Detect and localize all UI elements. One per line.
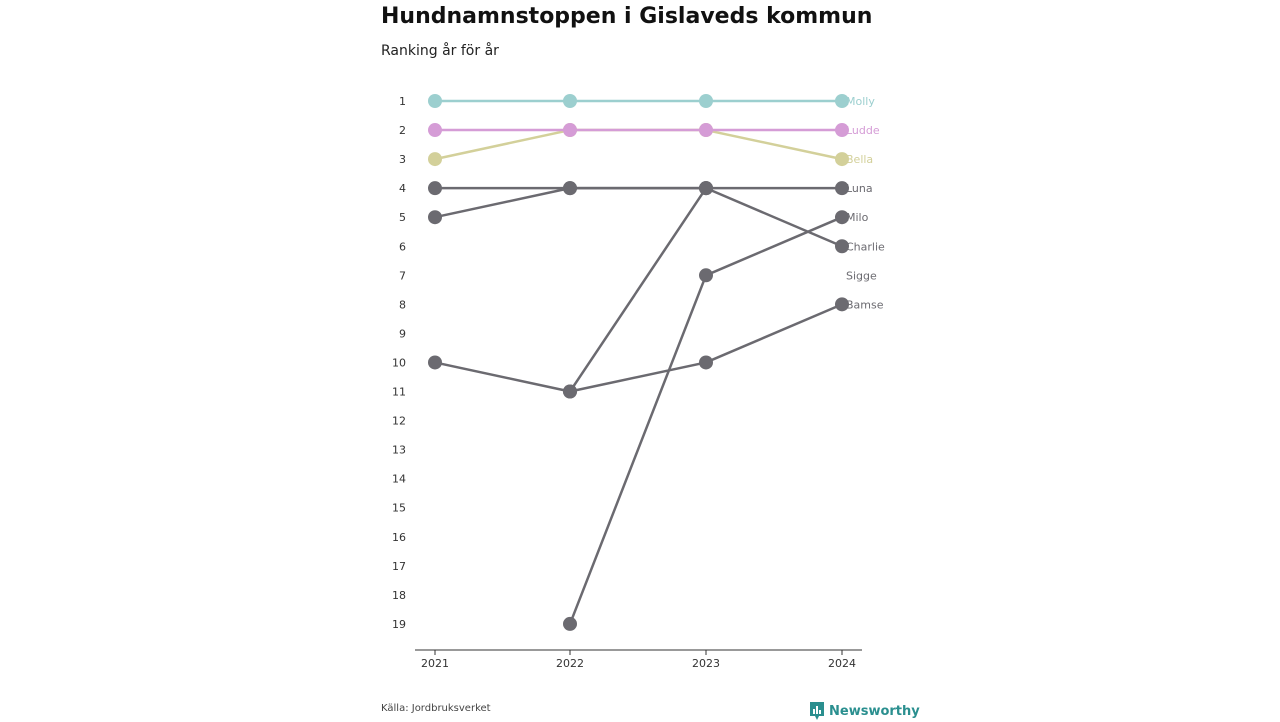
data-point-luna	[835, 181, 849, 196]
y-tick-label: 19	[392, 618, 406, 631]
y-tick-label: 8	[399, 298, 406, 311]
series-points	[428, 94, 849, 631]
y-tick-label: 17	[392, 560, 406, 573]
end-label-charlie: Charlie	[846, 240, 885, 253]
end-label-sigge: Sigge	[846, 269, 877, 282]
data-point-bamse	[563, 384, 577, 399]
data-point-charlie	[428, 210, 442, 225]
y-tick-label: 10	[392, 356, 406, 369]
end-label-molly: Molly	[846, 95, 875, 108]
source-note: Källa: Jordbruksverket	[381, 703, 491, 714]
data-point-molly	[563, 94, 577, 108]
x-tick-label: 2021	[421, 657, 449, 670]
y-tick-label: 5	[399, 211, 406, 224]
series-line-bamse	[569, 303, 843, 393]
data-point-ludde	[563, 123, 577, 138]
y-tick-label: 2	[399, 124, 406, 137]
end-label-luna: Luna	[846, 182, 873, 195]
end-label-ludde: Ludde	[846, 124, 880, 137]
data-point-charlie	[563, 181, 577, 196]
series-line-bella	[434, 128, 843, 161]
newsworthy-logo-icon	[810, 702, 824, 720]
data-point-charlie	[835, 239, 849, 254]
x-axis-ticks: 2021 2022 2023 2024	[421, 650, 856, 670]
data-point-milo	[699, 268, 713, 283]
data-point-bamse	[699, 355, 713, 370]
y-tick-label: 4	[399, 182, 406, 195]
y-tick-label: 9	[399, 327, 406, 340]
end-labels: Molly Ludde Bella Luna Milo Charlie Sigge Bamse	[846, 95, 885, 311]
y-tick-label: 18	[392, 589, 406, 602]
chart-subtitle: Ranking år för år	[381, 43, 499, 59]
data-point-ludde	[699, 123, 713, 138]
data-point-milo	[835, 210, 849, 225]
y-tick-label: 6	[399, 240, 406, 253]
y-tick-label: 11	[392, 386, 406, 399]
y-tick-label: 14	[392, 473, 406, 486]
series-line-sigge	[434, 187, 708, 393]
y-tick-label: 7	[399, 269, 406, 282]
series-lines	[434, 99, 843, 625]
series-line-charlie	[434, 186, 843, 248]
brand-logo[interactable]: Newsworthy	[809, 700, 920, 722]
end-label-bella: Bella	[846, 153, 873, 166]
data-point-milo	[563, 616, 577, 631]
data-point-bella	[428, 152, 442, 167]
y-tick-label: 1	[399, 95, 406, 108]
data-point-bella	[835, 152, 849, 167]
data-point-luna	[428, 181, 442, 196]
data-point-sigge	[699, 181, 713, 196]
x-tick-label: 2022	[556, 657, 584, 670]
end-label-milo: Milo	[846, 211, 869, 224]
chart-title: Hundnamnstoppen i Gislaveds kommun	[381, 4, 873, 29]
end-label-bamse: Bamse	[846, 298, 884, 311]
y-tick-label: 3	[399, 153, 406, 166]
brand-name: Newsworthy	[829, 703, 920, 719]
data-point-sigge	[428, 355, 442, 370]
data-point-molly	[835, 94, 849, 108]
y-tick-label: 13	[392, 444, 406, 457]
y-tick-label: 15	[392, 502, 406, 515]
data-point-molly	[699, 94, 713, 108]
data-point-ludde	[835, 123, 849, 138]
data-point-bamse	[835, 297, 849, 312]
x-tick-label: 2023	[692, 657, 720, 670]
y-tick-label: 16	[392, 531, 406, 544]
data-point-ludde	[428, 123, 442, 138]
x-tick-label: 2024	[828, 657, 856, 670]
y-tick-label: 12	[392, 415, 406, 428]
data-point-molly	[428, 94, 442, 108]
